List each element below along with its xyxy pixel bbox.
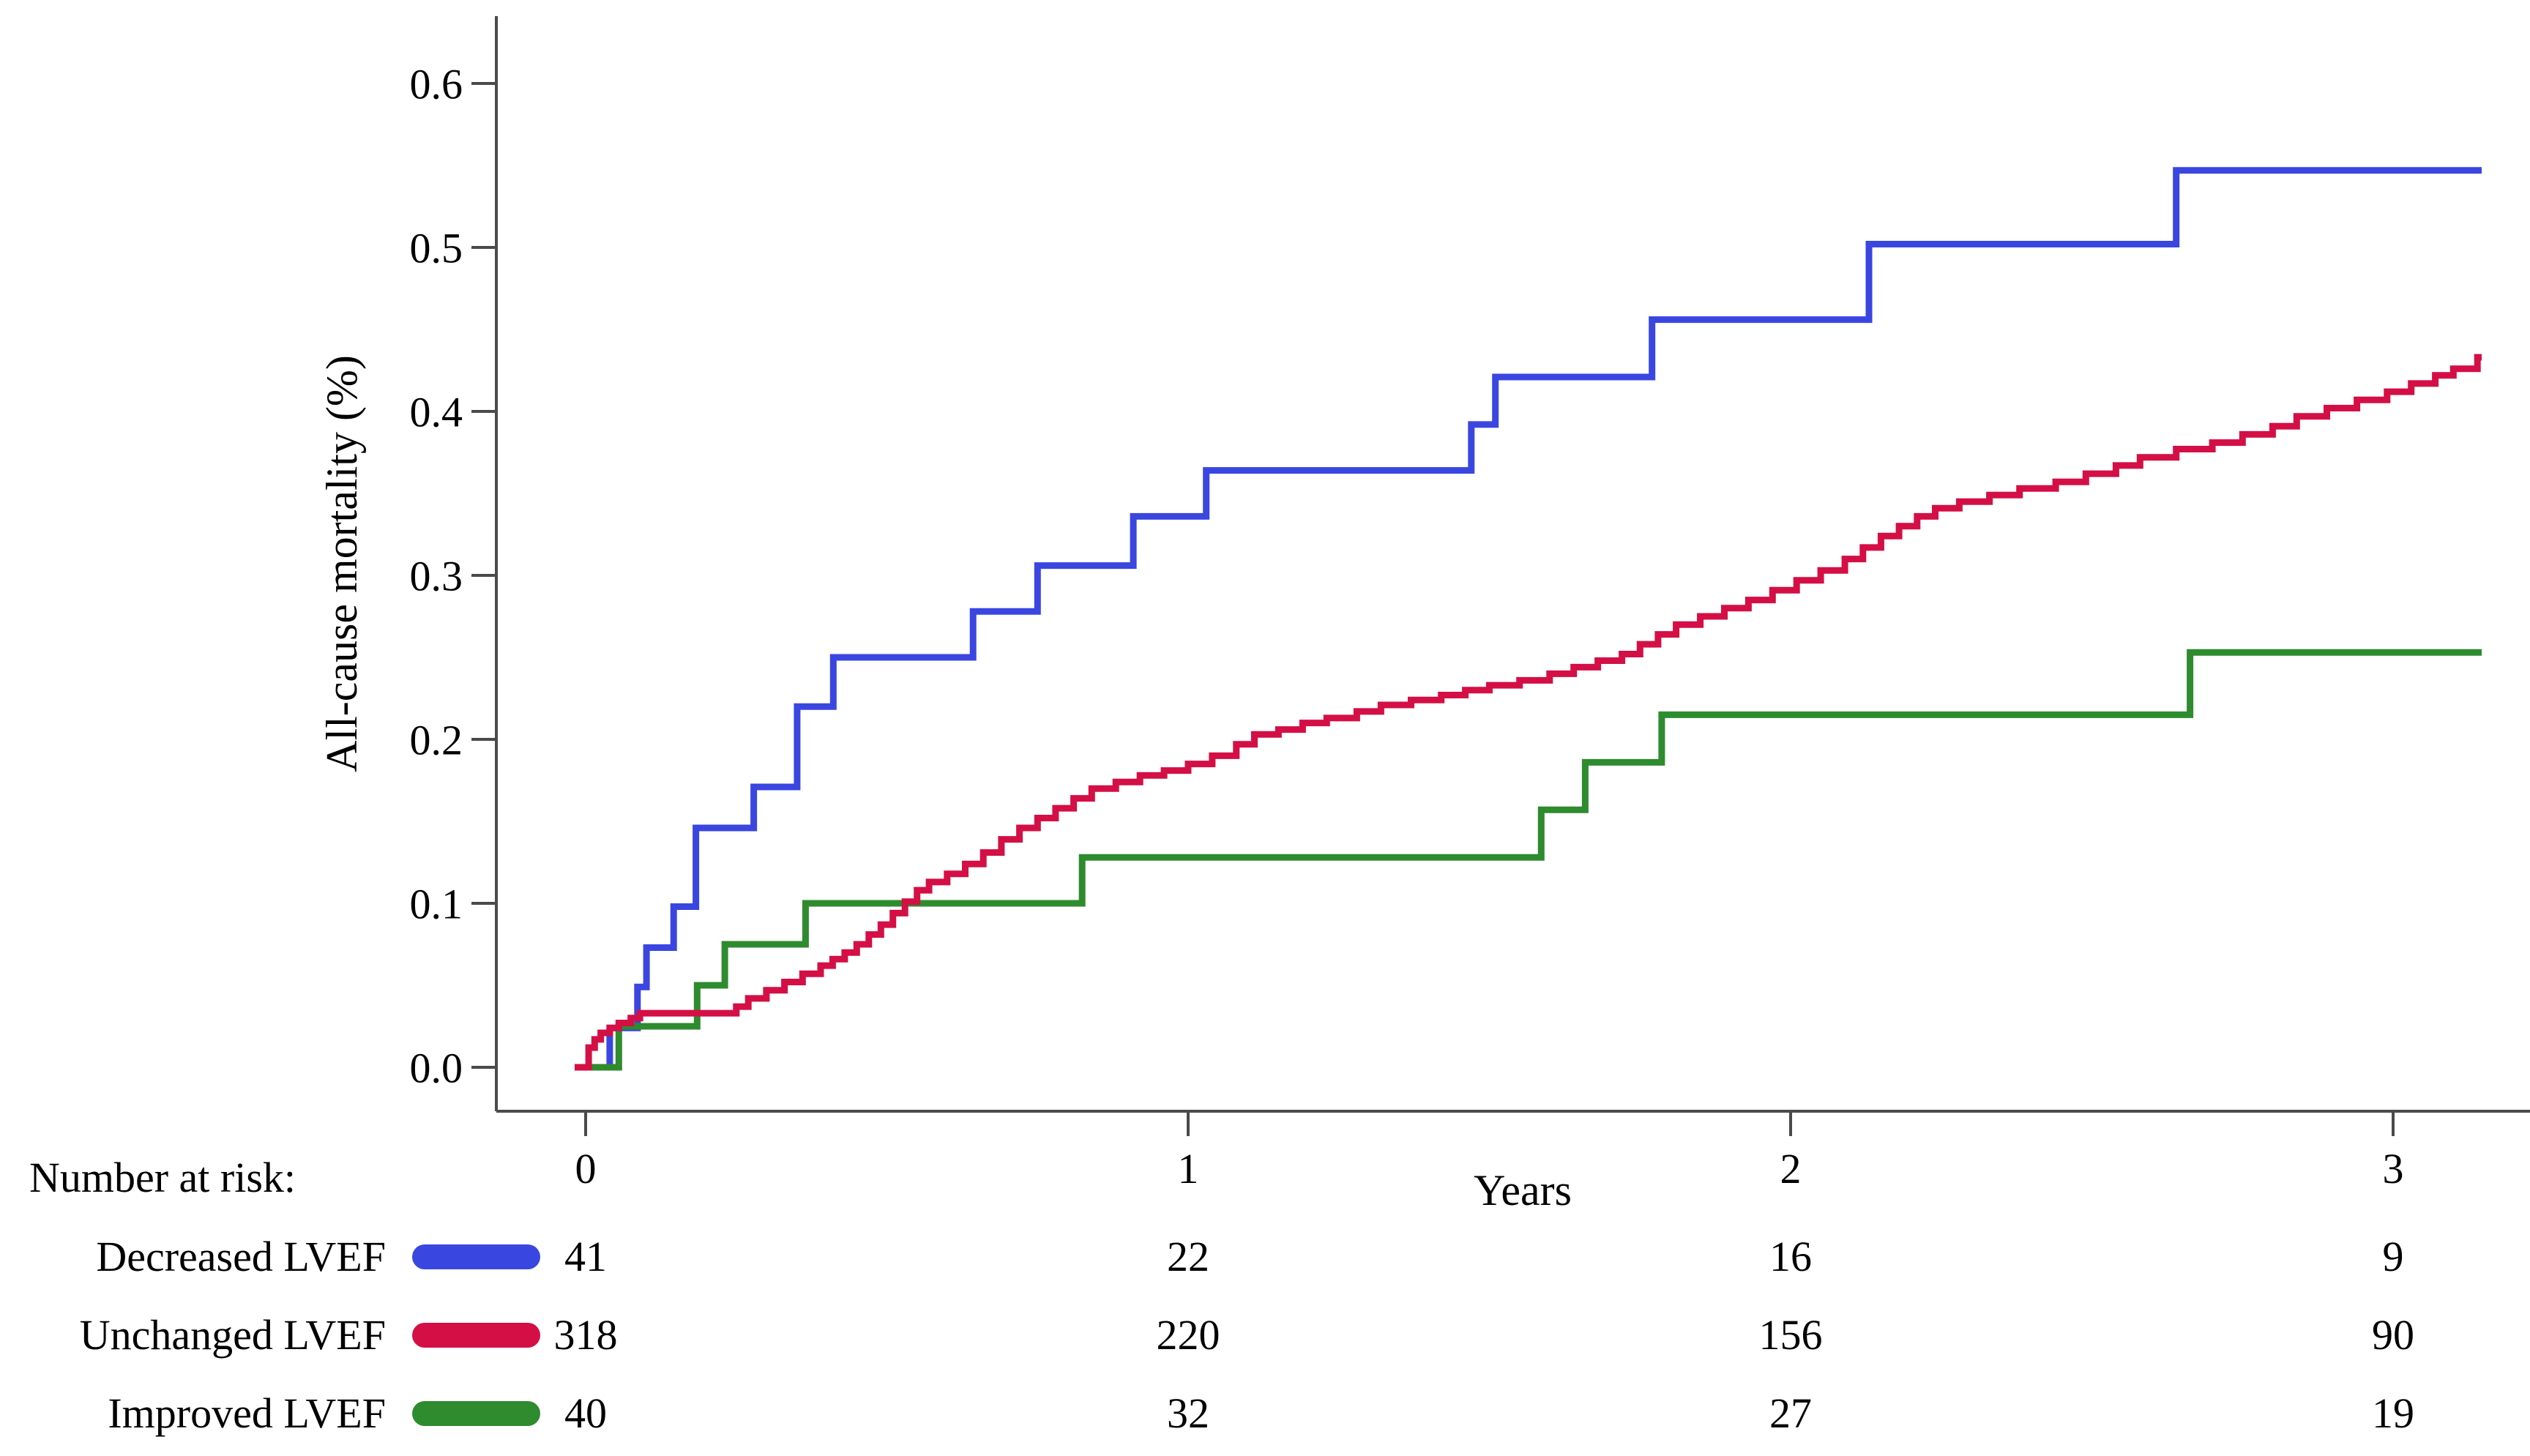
y-tick-label: 0.0 — [410, 1044, 463, 1091]
y-tick-label: 0.1 — [410, 880, 463, 927]
risk-row-label: Improved LVEF — [108, 1389, 386, 1437]
risk-value: 22 — [1167, 1233, 1209, 1280]
risk-value: 318 — [553, 1311, 618, 1359]
x-tick-label: 3 — [2383, 1145, 2404, 1192]
y-tick-label: 0.4 — [410, 388, 463, 436]
risk-value: 90 — [2372, 1311, 2414, 1359]
y-tick-label: 0.5 — [410, 224, 463, 272]
legend-swatch-unchanged — [412, 1323, 540, 1348]
legend-swatch-improved — [412, 1401, 540, 1426]
risk-row-label: Decreased LVEF — [96, 1233, 386, 1280]
risk-value: 9 — [2382, 1233, 2404, 1280]
legend-swatch-decreased — [412, 1244, 540, 1269]
risk-value: 40 — [564, 1389, 607, 1437]
curve-improved-lvef — [575, 649, 2482, 1071]
x-tick-label: 2 — [1780, 1145, 1802, 1192]
risk-value: 41 — [564, 1233, 607, 1280]
y-tick-label: 0.3 — [410, 552, 463, 600]
risk-value: 19 — [2372, 1389, 2414, 1437]
risk-value: 27 — [1769, 1389, 1812, 1437]
curve-decreased-lvef — [575, 167, 2482, 1071]
y-tick-label: 0.2 — [410, 716, 463, 764]
y-axis-title: All-cause mortality (%) — [318, 355, 366, 772]
risk-value: 220 — [1156, 1311, 1220, 1359]
x-axis-title: Years — [1474, 1166, 1572, 1214]
risk-value: 32 — [1167, 1389, 1209, 1437]
curve-unchanged-lvef — [575, 354, 2482, 1071]
y-tick-label: 0.6 — [410, 60, 463, 108]
risk-row-label: Unchanged LVEF — [79, 1311, 386, 1359]
x-tick-label: 0 — [575, 1145, 597, 1192]
x-tick-label: 1 — [1178, 1145, 1199, 1192]
risk-value: 16 — [1769, 1233, 1812, 1280]
risk-value: 156 — [1758, 1311, 1823, 1359]
risk-table-heading: Number at risk: — [29, 1154, 296, 1201]
